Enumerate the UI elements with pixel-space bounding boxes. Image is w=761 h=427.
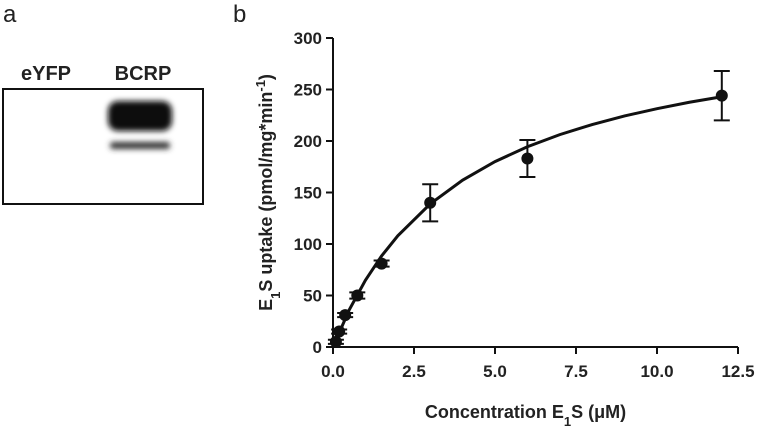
chart: b 0 50 100 150 200 250 300 0.0 2.5 5.0 7.5 10.0 12.5 C… (233, 1, 755, 427)
x-axis-title-part: 1 (564, 414, 571, 427)
fit-curve (331, 95, 723, 348)
panel-label: b (233, 1, 246, 28)
y-tick-label: 0 (313, 338, 322, 357)
blot-frame (2, 88, 204, 205)
y-tick-label: 50 (303, 287, 322, 306)
lane-label: BCRP (115, 63, 172, 85)
y-tick-label: 250 (294, 81, 322, 100)
data-point (351, 289, 364, 302)
x-tick-label: 5.0 (483, 362, 507, 381)
x-tick-label: 7.5 (564, 362, 588, 381)
x-tick-label: 2.5 (402, 362, 426, 381)
x-axis-title-part: S (μM) (571, 402, 626, 422)
y-axis-title: E1S uptake (pmol/mg*min-1) (253, 74, 283, 311)
y-axis-title-part: E (256, 299, 276, 311)
lane-label: eYFP (21, 63, 71, 85)
data-point (424, 196, 437, 209)
y-tick-label: 100 (294, 235, 322, 254)
y-axis-title-part: ) (256, 74, 276, 80)
data-point (329, 335, 342, 348)
y-axis-title-part: -1 (253, 80, 268, 92)
y-tick-label: 300 (294, 29, 322, 48)
y-axis-title-part: 1 (268, 292, 283, 299)
blot-bands (108, 101, 172, 149)
x-tick-label: 12.5 (721, 362, 754, 381)
panel-label: a (3, 1, 17, 28)
y-tick-label: 150 (294, 184, 322, 203)
data-point (521, 152, 534, 165)
data-point (333, 325, 346, 338)
y-axis-title-part: S uptake (pmol/mg*min (256, 92, 276, 292)
data-point (375, 257, 388, 270)
x-tick-label: 0.0 (321, 362, 345, 381)
x-tick-label: 10.0 (640, 362, 673, 381)
data-point (339, 309, 352, 322)
x-axis-title-part: Concentration E (425, 402, 564, 422)
data-point (715, 89, 728, 102)
x-axis-title: Concentration E1S (μM) (425, 402, 626, 427)
y-tick-label: 200 (294, 132, 322, 151)
